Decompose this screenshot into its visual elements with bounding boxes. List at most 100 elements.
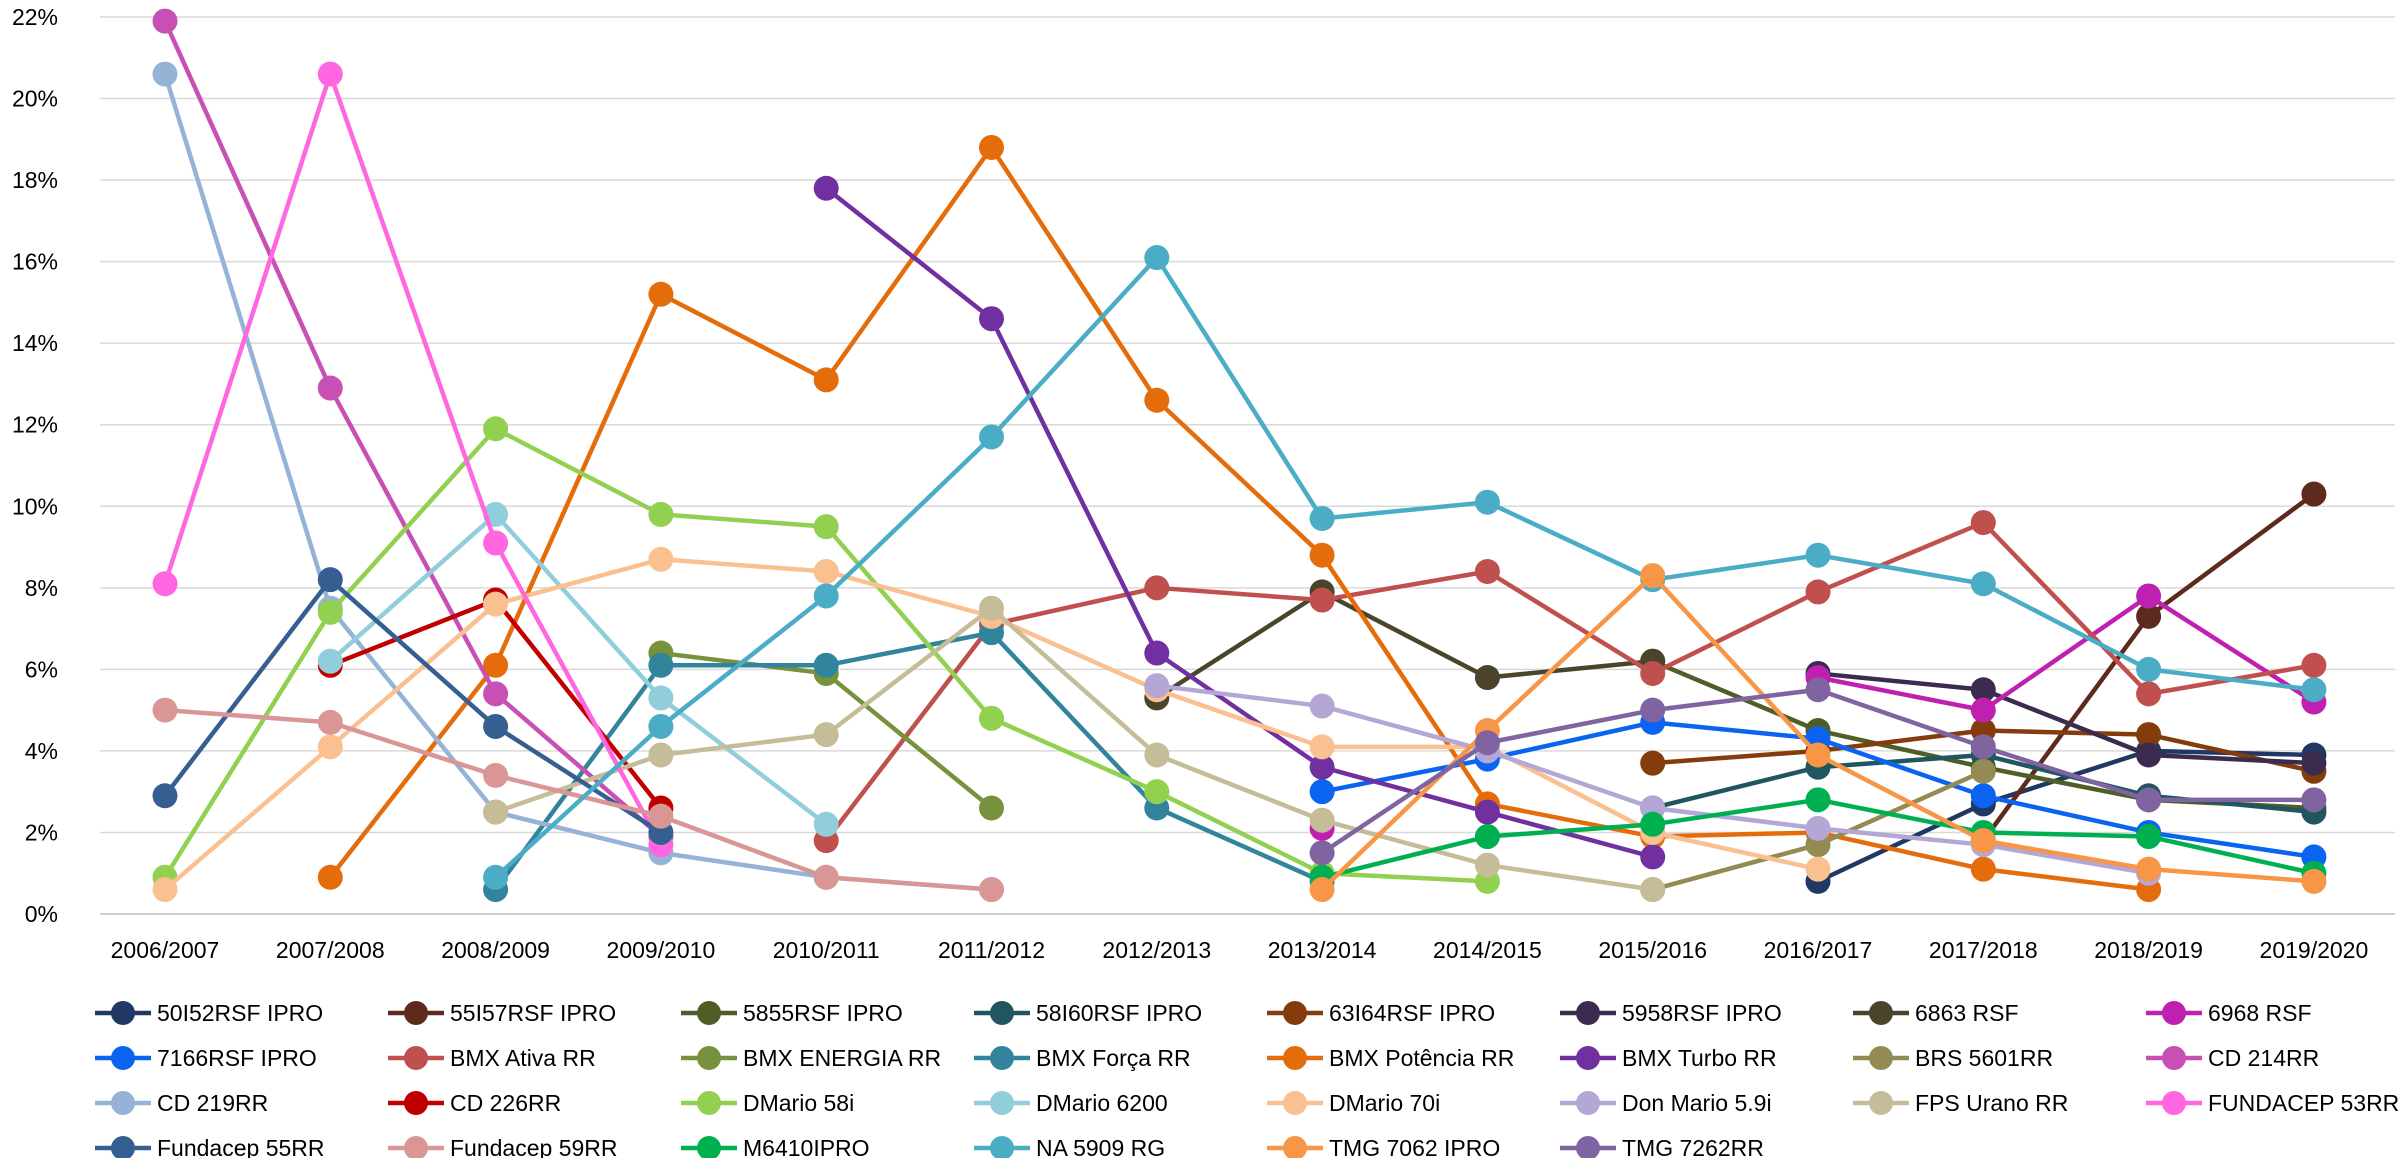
data-point [979,424,1004,450]
legend-item-bmx-turbo-rr: BMX Turbo RR [1560,1045,1777,1071]
data-point [317,567,343,593]
y-tick-label: 6% [25,656,58,682]
legend-swatch-marker [404,1046,428,1070]
legend-label: 6863 RSF [1915,1000,2019,1026]
legend-label: TMG 7262RR [1622,1135,1764,1158]
legend-item-fundacep-59rr: Fundacep 59RR [388,1135,618,1161]
legend-swatch-marker [1576,1046,1600,1070]
data-point [979,877,1004,903]
x-tick-label: 2008/2009 [441,937,550,963]
legend-item-55i57rsf-ipro: 55I57RSF IPRO [388,1000,616,1026]
y-tick-label: 10% [12,493,58,519]
data-point [1309,840,1335,866]
data-point [483,713,509,739]
data-point [1640,660,1666,686]
data-point [483,530,509,556]
legend-item-cd-219rr: CD 219RR [95,1090,268,1116]
legend-swatch-marker [1283,1136,1307,1160]
x-tick-label: 2014/2015 [1433,937,1542,963]
legend-label: FUNDACEP 53RR [2208,1090,2399,1116]
data-point [813,514,839,540]
data-point [152,8,178,34]
data-point [1474,489,1500,515]
data-point [1970,828,1996,854]
x-axis-ticks: 2006/2007 2007/2008 2008/2009 2009/2010 2010… [111,937,2369,963]
data-point [1309,779,1335,805]
legend-swatch-marker [111,1091,135,1115]
legend-label: BMX Turbo RR [1622,1045,1777,1071]
legend-swatch-marker [990,1046,1014,1070]
series-line [824,186,1654,860]
data-point [317,648,343,674]
data-point [1640,563,1666,589]
data-point [483,762,509,788]
legend-swatch-marker [697,1001,721,1025]
series-bmx-ativa-rr [813,510,2327,854]
data-point [813,367,839,393]
data-point [152,697,178,723]
data-point [1640,697,1666,723]
legend-swatch-marker [697,1091,721,1115]
data-point [1805,856,1831,882]
data-point [2136,787,2162,813]
data-point [1474,730,1500,756]
legend-item-fps-urano-rr: FPS Urano RR [1853,1090,2068,1116]
y-tick-label: 16% [12,249,58,275]
data-point [317,709,343,735]
legend-item-fundacep-53rr: FUNDACEP 53RR [2146,1090,2399,1116]
data-point [152,61,178,87]
y-tick-label: 22% [12,4,58,30]
data-point [648,742,674,768]
data-point [1970,697,1996,723]
legend-label: 5855RSF IPRO [743,1000,903,1026]
legend-item-cd-214rr: CD 214RR [2146,1045,2319,1071]
data-point [2301,750,2327,776]
data-point [648,546,674,572]
legend-swatch-marker [2162,1046,2186,1070]
legend-item-tmg-7262rr: TMG 7262RR [1560,1135,1764,1161]
legend-label: BMX Ativa RR [450,1045,596,1071]
legend-label: 5958RSF IPRO [1622,1000,1782,1026]
legend-label: 50I52RSF IPRO [157,1000,323,1026]
legend-label: CD 226RR [450,1090,561,1116]
legend-label: M6410IPRO [743,1135,870,1158]
legend-swatch-marker [1576,1136,1600,1160]
legend-item-6863-rsf: 6863 RSF [1853,1000,2019,1026]
legend-label: CD 214RR [2208,1045,2319,1071]
data-point [317,864,343,890]
data-point [1805,542,1831,568]
legend-item-bmx-pot-ncia-rr: BMX Potência RR [1267,1045,1514,1071]
legend-swatch-marker [111,1046,135,1070]
legend-swatch-marker [990,1091,1014,1115]
legend-item-tmg-7062-ipro: TMG 7062 IPRO [1267,1135,1500,1161]
data-point [1309,587,1335,613]
legend-label: DMario 6200 [1036,1090,1168,1116]
data-point [152,783,178,809]
legend-label: 63I64RSF IPRO [1329,1000,1495,1026]
series-line [162,71,663,846]
legend-item-dmario-58i: DMario 58i [681,1090,854,1116]
data-point [813,559,839,585]
data-point [317,599,343,625]
data-point [1970,734,1996,760]
series-line [162,20,663,839]
legend-swatch-marker [1283,1001,1307,1025]
series-tmg-7262rr [1309,677,2327,866]
legend-label: BMX Potência RR [1329,1045,1514,1071]
data-point [317,734,343,760]
series-line [494,605,1654,892]
data-point [1144,245,1170,271]
data-point [483,416,509,442]
data-point [979,134,1004,160]
data-point [2136,856,2162,882]
data-point [152,571,178,597]
legend-swatch-marker [1283,1091,1307,1115]
legend-item-58i60rsf-ipro: 58I60RSF IPRO [974,1000,1202,1026]
legend-swatch-marker [1576,1091,1600,1115]
legend-swatch-marker [404,1136,428,1160]
legend-item-50i52rsf-ipro: 50I52RSF IPRO [95,1000,323,1026]
data-point [483,799,509,825]
series-fps-urano-rr [483,595,1666,903]
data-point [648,685,674,711]
data-point [483,591,509,617]
